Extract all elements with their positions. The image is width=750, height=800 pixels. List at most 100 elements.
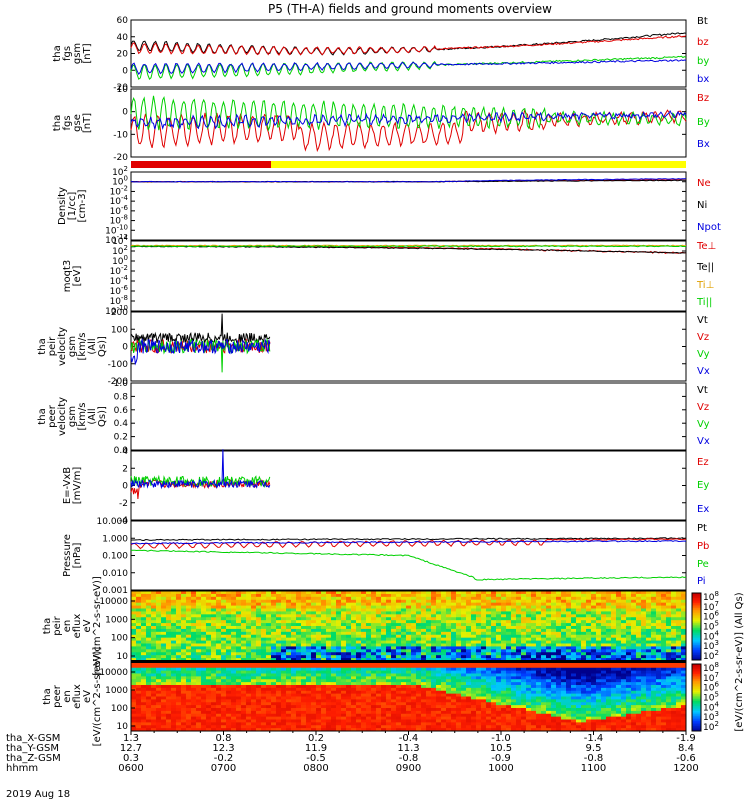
- x-tick-label: 1100: [581, 763, 606, 774]
- colorbar-frame: [691, 592, 702, 661]
- colorbar-tick-label: 108: [703, 661, 719, 674]
- colorbar-cell: [692, 594, 701, 597]
- y-tick-label: 10.000: [97, 517, 129, 527]
- y-tick-label: 0: [122, 482, 128, 492]
- legend-pt: Pt: [697, 523, 707, 534]
- y-tick-label: 0: [122, 66, 128, 76]
- colorbar-cell: [692, 643, 701, 646]
- colorbar-cell: [692, 670, 701, 673]
- legend-vx: Vx: [697, 436, 710, 447]
- colorbar-cell: [692, 725, 701, 729]
- colorbar-cell: [692, 611, 701, 614]
- x-tick-label: 10.5: [490, 743, 512, 754]
- legend-ex: Ex: [697, 504, 709, 515]
- colorbar-cell: [692, 704, 701, 707]
- colorbar-cell: [692, 658, 701, 661]
- y-tick-label: 10-10: [105, 304, 128, 317]
- figure-title: P5 (TH-A) fields and ground moments over…: [268, 2, 552, 16]
- colorbar-cell: [692, 634, 701, 638]
- colorbar-cell: [692, 690, 701, 693]
- y-tick-label: 0.2: [114, 433, 128, 443]
- legend-pe: Pe: [697, 559, 709, 570]
- colorbar-cell: [692, 601, 701, 604]
- colorbar-cell: [692, 702, 701, 705]
- series-pi: [131, 540, 687, 545]
- y-tick-label: 0.0: [114, 446, 129, 456]
- legend-te: Te||: [696, 262, 714, 273]
- x-tick-label: 11.9: [305, 743, 327, 754]
- colorbar-cell: [692, 629, 701, 633]
- y-tick-label: -20: [113, 83, 128, 93]
- y-tick-label: 0: [122, 108, 128, 118]
- y-tick-label: 10-6: [110, 284, 129, 297]
- y-tick-label: 100: [111, 325, 128, 335]
- x-axis-row-label: hhmm: [6, 763, 38, 774]
- series-bz: [130, 35, 687, 56]
- colorbar-cell: [692, 674, 701, 677]
- y-tick-label: 1.000: [102, 534, 128, 544]
- series-pt: [130, 537, 687, 542]
- legend-ni: Ni: [697, 200, 707, 211]
- panel-peir_spectrogram: thapeirenefluxeV[eV/(cm^2-s-sr-eV)]10000…: [42, 576, 687, 676]
- x-tick-label: 0600: [118, 763, 143, 774]
- y-tick-label: 0.8: [114, 392, 129, 402]
- y-tick-label: 10: [117, 722, 129, 732]
- colorbar-group: 1081071061051041031021081071061051041031…: [691, 590, 745, 733]
- colorbar-cell: [692, 604, 701, 607]
- x-tick-label: 1.3: [123, 733, 139, 744]
- colorbar-cell: [692, 707, 701, 710]
- y-tick-label: -4: [119, 516, 128, 526]
- legend-npot: Npot: [697, 222, 721, 233]
- colorbar-cell: [692, 628, 701, 631]
- panel-peer_velocity: thapeervelocitygsm[km/s(AllQs)] 1.0 0.8 0.6…: [37, 379, 710, 456]
- legend-vt: Vt: [697, 385, 708, 396]
- colorbar-cell: [692, 599, 701, 602]
- y-axis-label: thapeirenefluxeV[eV/(cm^2-s-sr-eV)]: [42, 576, 103, 676]
- colorbar-cell: [692, 687, 701, 690]
- colorbar-cell: [692, 720, 701, 724]
- legend-ez: Ez: [697, 457, 709, 468]
- spectrogram-divider: [131, 660, 686, 663]
- series-npot: [130, 178, 687, 183]
- colorbar-cell: [692, 641, 701, 644]
- panel-fgs_gse: thafgsgse[nT] 10 0 -10 -20 Bz By Bx: [52, 85, 710, 163]
- colorbar-cell: [692, 717, 701, 720]
- y-tick-label: 20: [117, 50, 129, 60]
- y-tick-label: -200: [108, 377, 129, 387]
- colorbar-cell: [692, 667, 701, 670]
- colorbar-cell: [692, 616, 701, 619]
- colorbar-cell: [692, 719, 701, 722]
- y-tick-label: 10-10: [105, 223, 128, 236]
- colorbar-tick-label: 108: [703, 590, 719, 603]
- colorbar-tick-label: 102: [703, 720, 719, 733]
- y-tick-label: 2: [122, 464, 128, 474]
- y-tick-label: 104: [112, 234, 128, 247]
- y-tick-label: 100: [111, 704, 128, 714]
- x-tick-label: 0900: [396, 763, 421, 774]
- y-axis-label: thapeervelocitygsm[km/s(AllQs)]: [37, 397, 108, 436]
- y-tick-label: -100: [108, 360, 129, 370]
- legend-vy: Vy: [697, 419, 710, 430]
- y-tick-label: 0.001: [102, 586, 128, 596]
- date-label: 2019 Aug 18: [6, 789, 70, 800]
- x-tick-label: 1200: [673, 763, 698, 774]
- colorbar-cell: [692, 648, 701, 651]
- legend-ne: Ne: [697, 178, 711, 189]
- colorbar-cell: [692, 679, 701, 682]
- y-tick-label: 0.100: [102, 552, 128, 562]
- y-axis-label: Pressure[nPa]: [62, 534, 83, 577]
- colorbar-cell: [692, 656, 701, 659]
- colorbar-cell: [692, 722, 701, 725]
- colorbar-cell: [692, 598, 701, 601]
- series-ti: [130, 245, 687, 248]
- y-tick-label: 1.0: [114, 379, 129, 389]
- colorbar-cell: [692, 651, 701, 654]
- series-ex: [130, 449, 271, 490]
- y-tick-label: 10-2: [110, 184, 128, 197]
- y-tick-label: 1000: [105, 686, 128, 696]
- x-tick-label: 9.5: [586, 743, 602, 754]
- y-tick-label: 200: [111, 308, 128, 318]
- y-tick-label: 102: [112, 244, 128, 257]
- colorbar-tick-label: 105: [703, 691, 719, 704]
